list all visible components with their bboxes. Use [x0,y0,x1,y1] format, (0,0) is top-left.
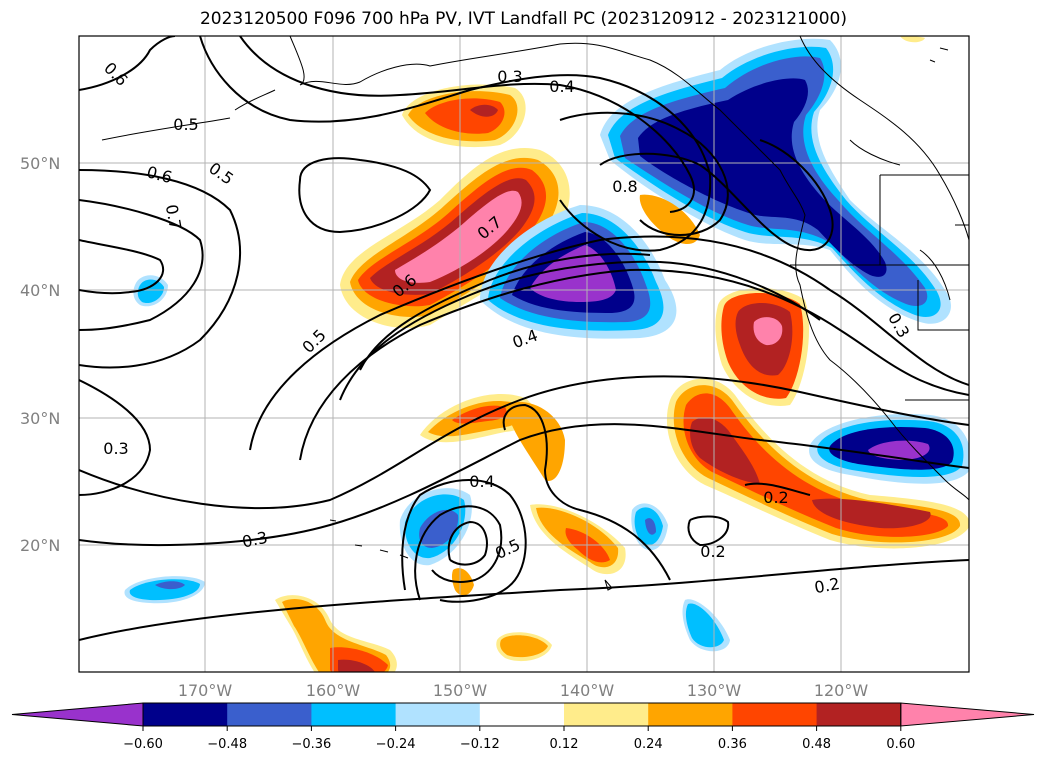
colorbar-extend-min [11,702,144,727]
colorbar: −0.60 −0.48 −0.36 −0.24 −0.12 0.12 0.24 0.36 0.4… [11,702,1035,752]
lat-labels: 50°N 40°N 30°N 20°N [20,154,60,555]
lon-labels: 170°W 160°W 150°W 140°W 130°W 120°W [178,681,869,700]
shading-layer [124,36,969,672]
colorbar-segment [227,703,312,726]
colorbar-extend-max [900,702,1035,727]
lon-label: 160°W [306,681,361,700]
contour-label: 0.4 [469,472,494,491]
contour-label: 0.3 [103,439,128,458]
lon-label: 140°W [560,681,615,700]
contour-label: 0.7 [162,203,185,231]
colorbar-tick-label: 0.12 [550,737,579,752]
colorbar-segment [395,703,481,726]
colorbar-tick-label: −0.48 [207,737,247,752]
contour-label: 0.2 [700,542,725,561]
colorbar-segment [732,703,818,726]
contour-label: 0.5 [173,115,198,134]
colorbar-border [142,702,902,727]
colorbar-tick-label: 0.24 [634,737,663,752]
colorbar-tick-label: −0.24 [376,737,416,752]
colorbar-segment [816,703,902,726]
colorbar-tick-label: −0.36 [291,737,331,752]
colorbar-segment [311,703,397,726]
colorbar-segment [564,703,649,726]
colorbar-tick-label: −0.60 [123,737,163,752]
coastlines [101,36,969,591]
colorbar-tick-label: −0.12 [460,737,500,752]
lat-label: 20°N [20,536,60,555]
colorbar-tick-label: 0.48 [802,737,831,752]
gridlines [79,36,969,672]
colorbar-segment [143,703,228,726]
colorbar-tick-label: 0.60 [886,737,915,752]
map-frame [79,36,969,672]
contour-label: 0.3 [240,528,269,552]
lat-label: 30°N [20,409,60,428]
contour-label: 0.8 [612,177,637,196]
colorbar-segment [479,703,565,726]
map-border [78,35,970,673]
colorbar-segment [648,703,733,726]
pv-contours [79,36,969,641]
lat-label: 40°N [20,281,60,300]
lon-label: 170°W [178,681,233,700]
lon-label: 150°W [433,681,488,700]
lon-label: 130°W [687,681,742,700]
contour-label: 0.2 [813,574,841,597]
contour-label: 0.3 [497,67,522,86]
lon-label: 120°W [814,681,869,700]
contour-label: 0.4 [549,77,574,96]
contour-label: 0.2 [763,488,788,507]
colorbar-tick-label: 0.36 [718,737,747,752]
lat-label: 50°N [20,154,60,173]
map-title: 2023120500 F096 700 hPa PV, IVT Landfall… [199,9,847,29]
